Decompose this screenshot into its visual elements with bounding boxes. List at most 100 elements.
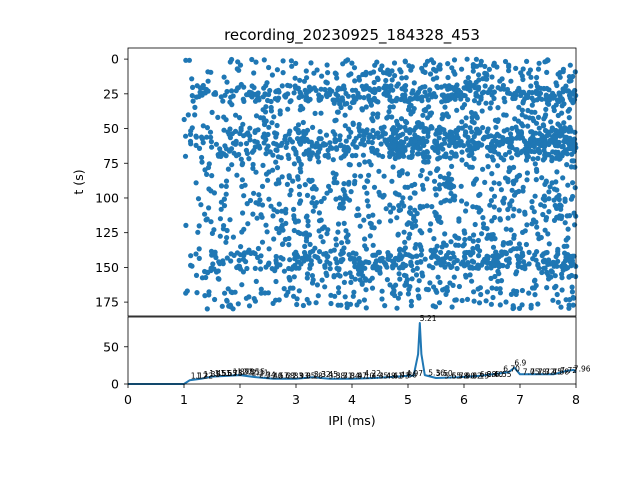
scatter-point bbox=[502, 175, 509, 181]
x-tick-label: 0 bbox=[124, 392, 132, 407]
scatter-point bbox=[562, 196, 568, 202]
scatter-point bbox=[520, 66, 526, 72]
scatter-point bbox=[519, 73, 525, 79]
scatter-point bbox=[276, 201, 282, 207]
peak-label: 7.32 bbox=[538, 368, 555, 377]
scatter-point bbox=[277, 108, 283, 114]
scatter-point bbox=[524, 170, 531, 176]
peak-label: 6.55 bbox=[495, 370, 512, 379]
scatter-point bbox=[196, 223, 202, 229]
scatter-point bbox=[509, 125, 515, 131]
scatter-point bbox=[216, 276, 222, 282]
scatter-point bbox=[451, 254, 457, 260]
scatter-point bbox=[543, 250, 549, 256]
scatter-point bbox=[438, 249, 444, 255]
scatter-point bbox=[558, 215, 564, 222]
scatter-point bbox=[209, 109, 215, 115]
scatter-point bbox=[207, 129, 214, 135]
scatter-point bbox=[409, 183, 415, 189]
scatter-point bbox=[489, 218, 495, 224]
scatter-point bbox=[435, 216, 441, 222]
scatter-point bbox=[407, 95, 413, 101]
scatter-point bbox=[497, 217, 503, 223]
x-tick-label: 8 bbox=[572, 392, 580, 407]
scatter-point bbox=[341, 181, 347, 187]
scatter-point bbox=[402, 184, 408, 190]
scatter-point bbox=[217, 146, 223, 152]
scatter-point bbox=[440, 287, 446, 293]
scatter-point bbox=[239, 229, 245, 235]
scatter-point bbox=[416, 151, 422, 157]
scatter-point bbox=[324, 231, 330, 237]
scatter-point bbox=[246, 303, 253, 309]
scatter-point bbox=[535, 140, 541, 146]
scatter-point bbox=[189, 76, 195, 82]
scatter-point bbox=[337, 201, 343, 207]
scatter-point bbox=[484, 289, 490, 295]
scatter-point bbox=[558, 206, 564, 212]
scatter-point bbox=[565, 108, 571, 114]
scatter-point bbox=[395, 232, 401, 238]
scatter-point bbox=[371, 69, 377, 75]
scatter-point bbox=[551, 186, 558, 192]
scatter-point bbox=[408, 67, 414, 73]
peak-label: 2.21 bbox=[252, 368, 269, 377]
scatter-point bbox=[409, 148, 415, 155]
peak-label: 2.05 bbox=[243, 368, 260, 377]
scatter-point bbox=[525, 94, 531, 100]
scatter-point bbox=[301, 78, 307, 84]
scatter-point bbox=[366, 172, 372, 178]
scatter-point bbox=[269, 266, 275, 272]
peak-label: 5.21 bbox=[420, 314, 437, 323]
scatter-point bbox=[342, 294, 348, 300]
scatter-point bbox=[514, 269, 520, 275]
scatter-point bbox=[341, 279, 347, 285]
scatter-point bbox=[194, 290, 200, 296]
peak-label: 3.71 bbox=[336, 371, 353, 380]
scatter-point bbox=[460, 243, 466, 249]
scatter-point bbox=[437, 279, 443, 285]
scatter-point bbox=[570, 73, 576, 80]
scatter-point bbox=[296, 191, 303, 197]
scatter-point bbox=[510, 303, 516, 309]
scatter-point bbox=[294, 301, 300, 308]
scatter-point bbox=[534, 74, 540, 81]
scatter-point bbox=[403, 251, 409, 257]
scatter-point bbox=[571, 158, 577, 164]
scatter-point bbox=[572, 185, 578, 191]
scatter-point bbox=[443, 291, 449, 297]
scatter-point bbox=[390, 205, 396, 211]
scatter-point bbox=[223, 183, 229, 189]
scatter-point bbox=[386, 109, 392, 115]
scatter-point bbox=[548, 128, 554, 134]
scatter-point bbox=[427, 71, 434, 77]
scatter-point bbox=[408, 298, 414, 304]
scatter-point bbox=[414, 145, 420, 151]
scatter-point bbox=[564, 151, 570, 157]
scatter-point bbox=[366, 86, 372, 92]
scatter-point bbox=[516, 85, 522, 91]
scatter-point bbox=[238, 127, 244, 133]
scatter-point bbox=[298, 91, 304, 97]
scatter-point bbox=[304, 271, 311, 277]
scatter-point bbox=[566, 257, 572, 263]
scatter-point bbox=[478, 62, 484, 68]
scatter-point bbox=[562, 250, 568, 256]
scatter-point bbox=[195, 196, 202, 202]
scatter-point bbox=[519, 107, 526, 113]
scatter-point bbox=[523, 241, 530, 248]
scatter-point bbox=[427, 87, 433, 93]
peak-label: 4.48 bbox=[379, 371, 396, 380]
scatter-point bbox=[531, 285, 538, 291]
scatter-points bbox=[181, 56, 579, 312]
scatter-point bbox=[422, 69, 428, 75]
scatter-point bbox=[380, 153, 386, 160]
scatter-point bbox=[252, 251, 258, 257]
scatter-point bbox=[416, 278, 422, 284]
scatter-point bbox=[420, 182, 426, 188]
scatter-point bbox=[202, 167, 208, 173]
scatter-point bbox=[516, 305, 523, 311]
scatter-point bbox=[407, 205, 413, 211]
scatter-point bbox=[367, 233, 373, 239]
scatter-point bbox=[196, 255, 202, 261]
